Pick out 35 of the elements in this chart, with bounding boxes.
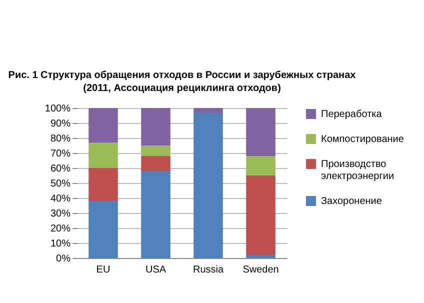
- legend-label: Переработка: [321, 109, 382, 120]
- legend-label: Производство электроэнергии: [321, 159, 394, 182]
- chart-subtitle: (2011, Ассоциация рециклинга отходов): [83, 83, 281, 94]
- y-tick-label: 40%: [50, 194, 71, 204]
- bar: [246, 108, 276, 156]
- x-tick-label: Russia: [192, 264, 224, 276]
- chart-title: Рис. 1 Структура обращения отходов в России и зарубежных странах: [8, 70, 356, 81]
- y-tick-label: 10%: [50, 238, 71, 250]
- y-tick-label: 90%: [50, 118, 71, 130]
- bar: [88, 142, 118, 168]
- bar: [88, 168, 118, 201]
- bar: [141, 171, 170, 258]
- bar: [141, 156, 170, 171]
- bar: [194, 112, 223, 258]
- bar: [246, 176, 276, 255]
- y-tick-label: 0%: [56, 254, 71, 264]
- bar: [141, 146, 170, 156]
- y-tick-label: 30%: [50, 208, 71, 220]
- bar: [194, 108, 223, 112]
- y-tick-label: 50%: [50, 178, 71, 190]
- y-tick-label: 60%: [50, 164, 71, 174]
- x-tick-label: EU: [96, 264, 110, 276]
- bar: [88, 108, 118, 142]
- y-tick-label: 80%: [50, 134, 71, 144]
- y-tick-label: 20%: [50, 224, 71, 234]
- legend-label: Компостирование: [321, 134, 404, 145]
- legend-label: Захоронение: [321, 196, 382, 207]
- x-tick-label: USA: [145, 264, 166, 276]
- bar: [246, 156, 276, 176]
- x-tick-label: Sweden: [242, 264, 279, 276]
- y-tick-label: 70%: [50, 148, 71, 160]
- bar: [141, 108, 170, 146]
- y-tick-label: 100%: [44, 104, 71, 114]
- bar: [88, 201, 118, 258]
- bar: [246, 255, 276, 258]
